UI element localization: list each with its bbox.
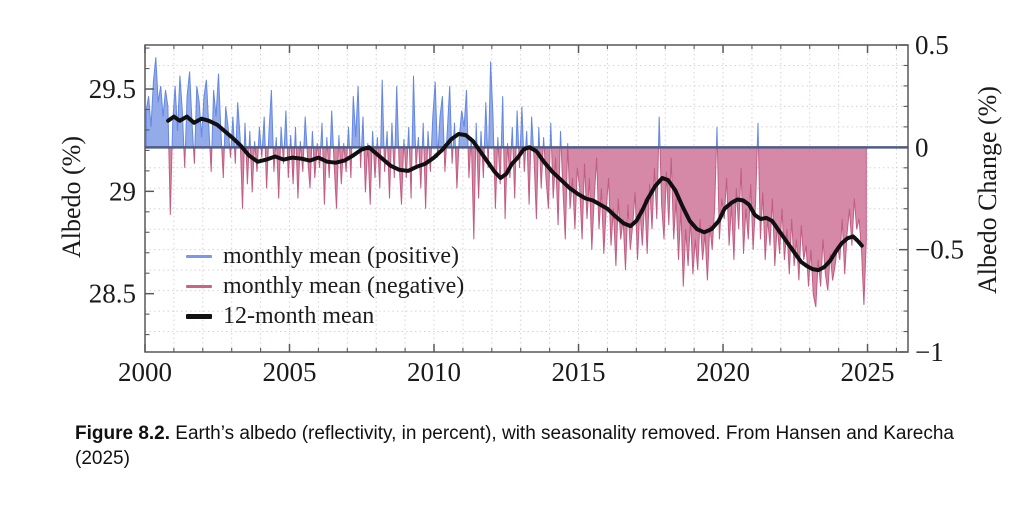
legend-label: 12-month mean [223,303,375,329]
x-tick-label: 2015 [552,357,606,387]
legend-item-12-month-mean: 12-month mean [186,303,464,329]
positive-line-swatch [186,254,212,258]
mean-line-swatch [186,313,212,319]
left-axis-title: Albedo (%) [57,136,86,259]
albedo-chart: 2000 2005 2010 2015 2020 2025 29.5 29 28.5 0.5 0 −0… [89,30,964,387]
legend-item-monthly-negative: monthly mean (negative) [186,273,464,299]
y-left-tick-label: 28.5 [89,279,136,309]
y-right-tick-label: 0 [915,132,929,162]
figure-caption: Figure 8.2. Earth’s albedo (reflectivity… [75,421,957,471]
twelve-month-mean-line [166,114,864,273]
legend-item-monthly-positive: monthly mean (positive) [186,243,464,269]
y-right-tick-label: −0.5 [915,235,964,265]
y-left-tick-label: 29.5 [89,74,136,104]
x-tick-label: 2010 [407,357,461,387]
negative-line-swatch [186,284,212,288]
y-left-tick-label: 29 [109,176,136,206]
chart-legend: monthly mean (positive) monthly mean (ne… [186,243,464,329]
x-tick-label: 2020 [696,357,750,387]
legend-label: monthly mean (positive) [223,243,459,269]
y-right-tick-label: 0.5 [915,30,949,60]
monthly-mean-positive-area [145,57,867,148]
right-axis-title: Albedo Change (%) [973,86,1002,294]
plot-border [144,44,909,353]
x-tick-label: 2025 [841,357,895,387]
y-right-tick-label: −1 [915,337,944,367]
figure-caption-text: Earth’s albedo (reflectivity, in percent… [75,423,954,470]
monthly-mean-negative-area [145,147,867,308]
x-tick-label: 2005 [263,357,317,387]
figure-caption-label: Figure 8.2. [75,423,171,444]
legend-label: monthly mean (negative) [223,273,465,299]
x-tick-label: 2000 [118,357,172,387]
